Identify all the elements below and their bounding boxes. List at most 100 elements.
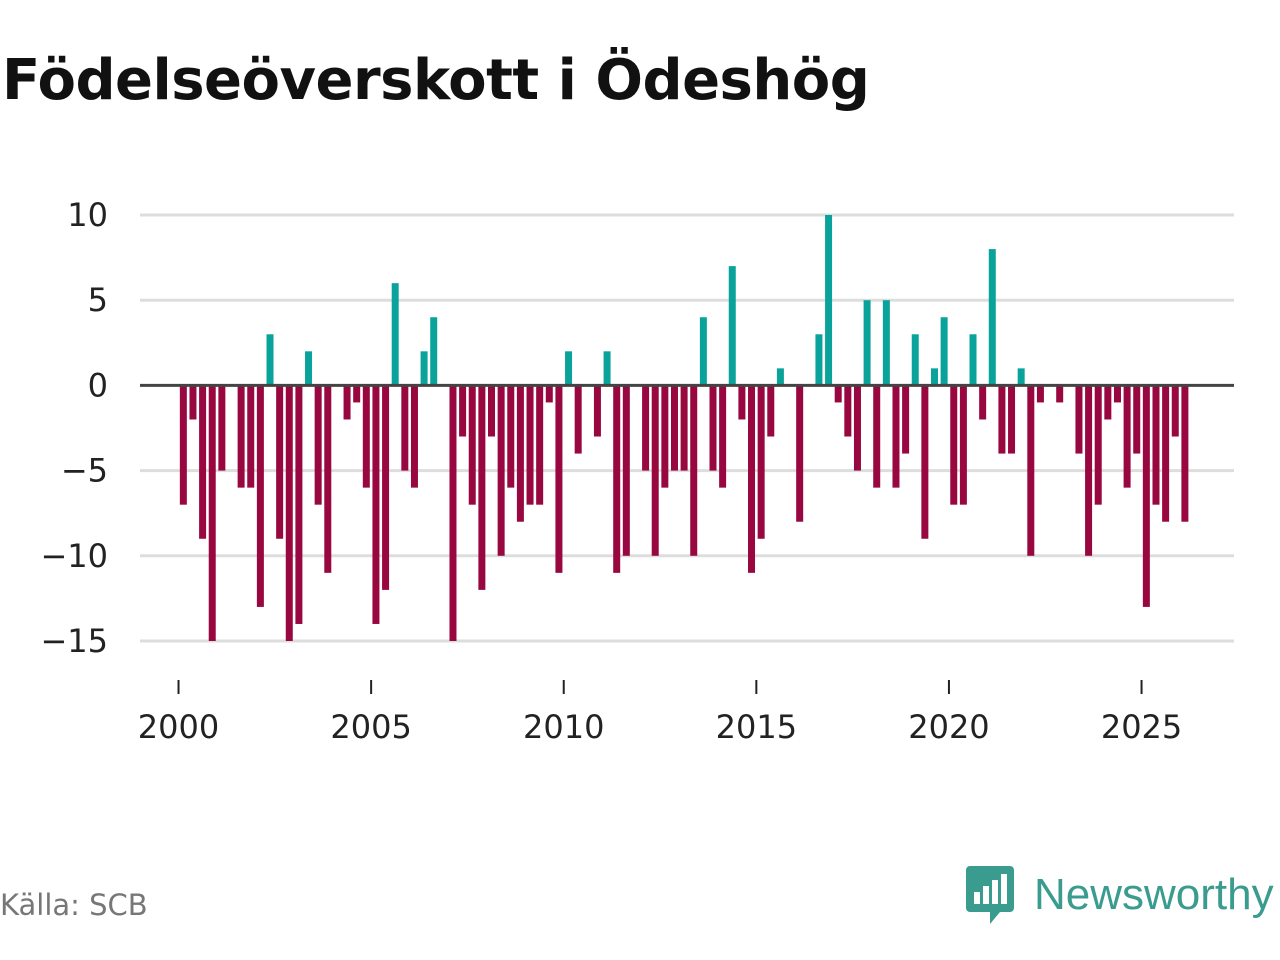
- bar: [488, 385, 496, 437]
- bar: [680, 385, 688, 471]
- bar: [1094, 385, 1102, 505]
- bar: [1104, 385, 1112, 420]
- bar: [642, 385, 650, 471]
- bar: [497, 385, 505, 556]
- bar: [998, 385, 1006, 454]
- bar: [410, 385, 418, 488]
- bar: [979, 385, 987, 420]
- bar: [950, 385, 958, 505]
- bar: [776, 368, 784, 386]
- bar: [796, 385, 804, 522]
- bar: [218, 385, 226, 471]
- bar: [1142, 385, 1150, 607]
- x-tick-label: 2020: [908, 708, 989, 746]
- bar: [825, 215, 833, 386]
- bar: [565, 351, 573, 386]
- bar: [382, 385, 390, 590]
- bar: [1113, 385, 1121, 403]
- bar: [699, 317, 707, 386]
- y-tick-label: −5: [61, 452, 108, 490]
- bar: [555, 385, 563, 573]
- bar: [1162, 385, 1170, 522]
- bar: [1133, 385, 1141, 454]
- bar: [1171, 385, 1179, 437]
- bar: [738, 385, 746, 420]
- bar: [815, 334, 823, 386]
- bar: [459, 385, 467, 437]
- bar: [1008, 385, 1016, 454]
- bar: [651, 385, 659, 556]
- gridlines: [140, 213, 1234, 643]
- y-tick-label: 10: [67, 196, 108, 234]
- bar: [507, 385, 515, 488]
- brand-name: Newsworthy: [1034, 870, 1274, 919]
- bar: [314, 385, 322, 505]
- bar: [237, 385, 245, 488]
- bar: [247, 385, 255, 488]
- x-tick-label: 2010: [523, 708, 604, 746]
- newsworthy-logo-icon: [966, 866, 1014, 924]
- bar: [468, 385, 476, 505]
- bar: [670, 385, 678, 471]
- bar: [276, 385, 284, 539]
- bar: [863, 300, 871, 386]
- bar: [613, 385, 621, 573]
- bar: [285, 385, 293, 641]
- bar: [545, 385, 553, 403]
- bar: [844, 385, 852, 437]
- bar: [757, 385, 765, 539]
- bar: [719, 385, 727, 488]
- bar: [661, 385, 669, 488]
- bar: [1152, 385, 1160, 505]
- bar: [1017, 368, 1025, 386]
- bar: [728, 266, 736, 386]
- x-axis: 2000 2005 2010 2015 2020 2025: [138, 680, 1182, 746]
- bar: [189, 385, 197, 420]
- x-tick-label: 2025: [1101, 708, 1182, 746]
- bar: [179, 385, 187, 505]
- bar: [873, 385, 881, 488]
- bar: [430, 317, 438, 386]
- y-tick-label: −15: [40, 622, 108, 660]
- bar: [391, 283, 399, 386]
- bar: [574, 385, 582, 454]
- y-tick-label: −10: [40, 537, 108, 575]
- bar: [420, 351, 428, 386]
- bar: [931, 368, 938, 386]
- bar: [199, 385, 207, 539]
- bar: [593, 385, 601, 437]
- bar: [892, 385, 900, 488]
- bar: [902, 385, 910, 454]
- bar: [478, 385, 486, 590]
- brand-logo[interactable]: Newsworthy: [966, 866, 1274, 924]
- bar: [690, 385, 698, 556]
- bar: [988, 249, 996, 386]
- bar: [1036, 385, 1044, 403]
- bar: [516, 385, 524, 522]
- bar: [853, 385, 861, 471]
- bar: [940, 317, 948, 386]
- y-axis: 10 5 0 −5 −10 −15: [40, 196, 108, 660]
- bar: [536, 385, 544, 505]
- bar: [767, 385, 775, 437]
- bar-series: [179, 215, 1189, 641]
- bar: [1027, 385, 1035, 556]
- bar: [305, 351, 313, 386]
- bar: [449, 385, 457, 641]
- bar: [208, 385, 216, 641]
- bar: [709, 385, 717, 471]
- source-note: Källa: SCB: [0, 888, 148, 922]
- bar: [969, 334, 977, 386]
- bar: [1075, 385, 1083, 454]
- bar: [911, 334, 919, 386]
- y-tick-label: 0: [88, 366, 108, 404]
- bar: [526, 385, 534, 505]
- bar: [921, 385, 929, 539]
- bar: [882, 300, 890, 386]
- y-tick-label: 5: [88, 281, 108, 319]
- bar: [295, 385, 303, 624]
- bar: [1181, 385, 1189, 522]
- x-tick-label: 2005: [330, 708, 411, 746]
- chart-title: Födelseöverskott i Ödeshög: [2, 48, 870, 113]
